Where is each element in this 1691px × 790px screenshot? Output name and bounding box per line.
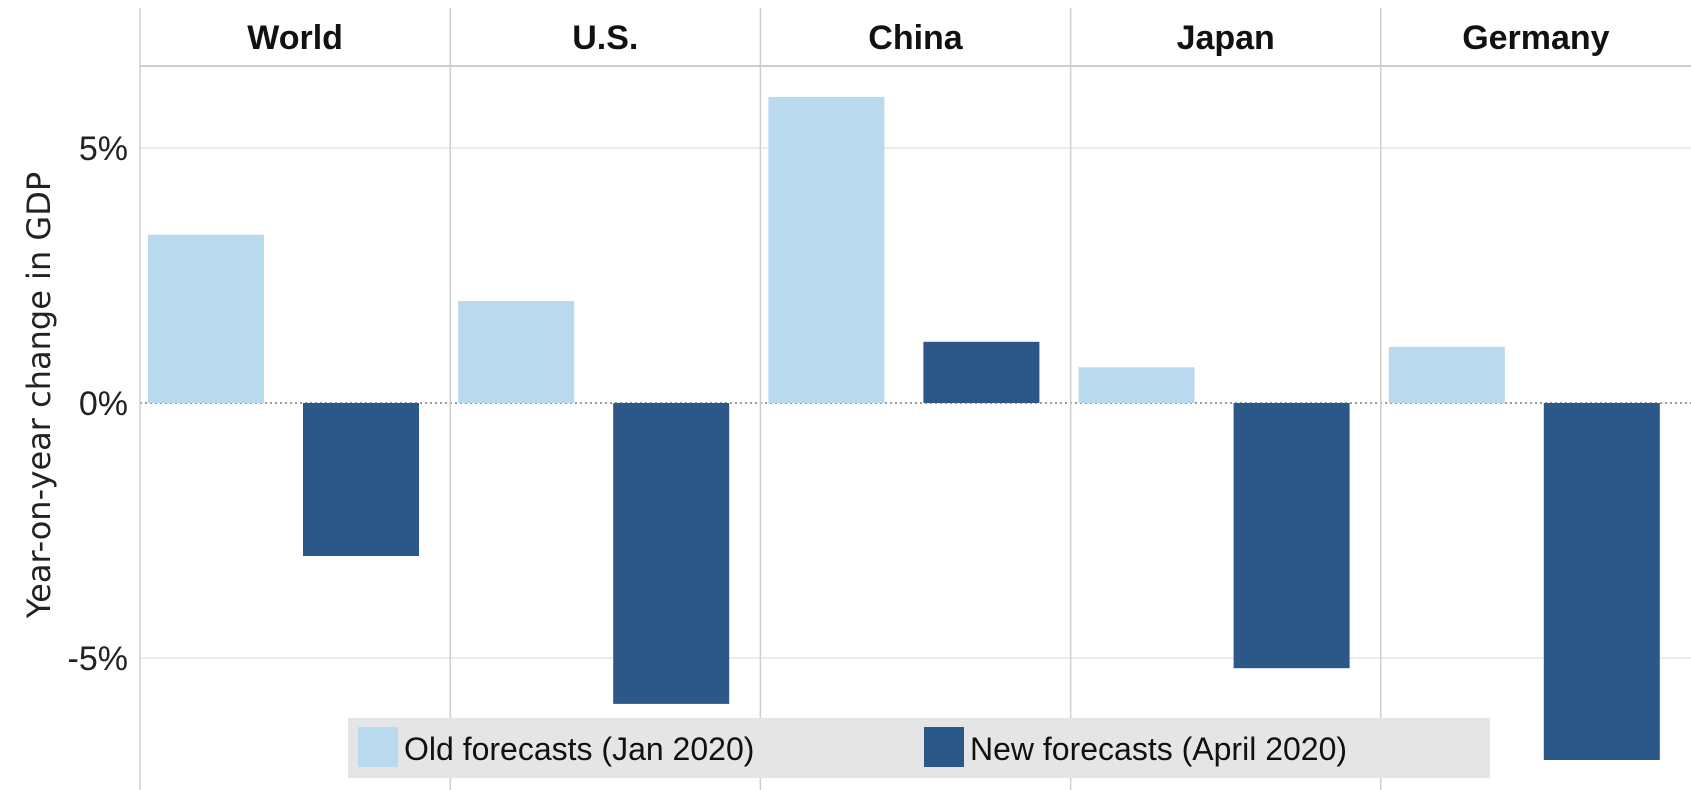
legend-label-old: Old forecasts (Jan 2020): [404, 731, 754, 767]
legend-background: [348, 718, 1490, 778]
legend: Old forecasts (Jan 2020) New forecasts (…: [348, 718, 1490, 778]
panel-title-germany: Germany: [1462, 19, 1609, 57]
bars-layer: [148, 97, 1660, 760]
bar-old-germany: [1388, 346, 1505, 403]
legend-swatch-new: [924, 727, 964, 767]
bar-old-china: [768, 97, 885, 403]
bar-new-u-s: [613, 403, 730, 704]
grid-layer: [139, 8, 1691, 790]
y-axis-title: Year-on-year change in GDP: [20, 172, 58, 619]
panel-title-china: China: [868, 19, 964, 57]
bar-new-germany: [1543, 403, 1660, 760]
panel-title-japan: Japan: [1177, 19, 1275, 57]
bar-new-japan: [1233, 403, 1350, 669]
bar-new-china: [923, 341, 1040, 403]
y-tick-label: 5%: [79, 130, 128, 168]
legend-label-new: New forecasts (April 2020): [970, 731, 1347, 767]
bar-old-u-s: [458, 301, 575, 403]
bar-old-japan: [1078, 367, 1195, 403]
bar-old-world: [148, 234, 264, 403]
y-tick-label: 0%: [79, 385, 128, 423]
y-tick-label: -5%: [68, 640, 128, 678]
panel-title-u-s: U.S.: [572, 19, 638, 57]
panel-header: World U.S. China Japan Germany: [247, 19, 1609, 57]
y-axis: Year-on-year change in GDP 5% 0% -5%: [20, 130, 128, 678]
bar-new-world: [303, 403, 419, 556]
panel-title-world: World: [247, 19, 343, 57]
legend-swatch-old: [358, 727, 398, 767]
